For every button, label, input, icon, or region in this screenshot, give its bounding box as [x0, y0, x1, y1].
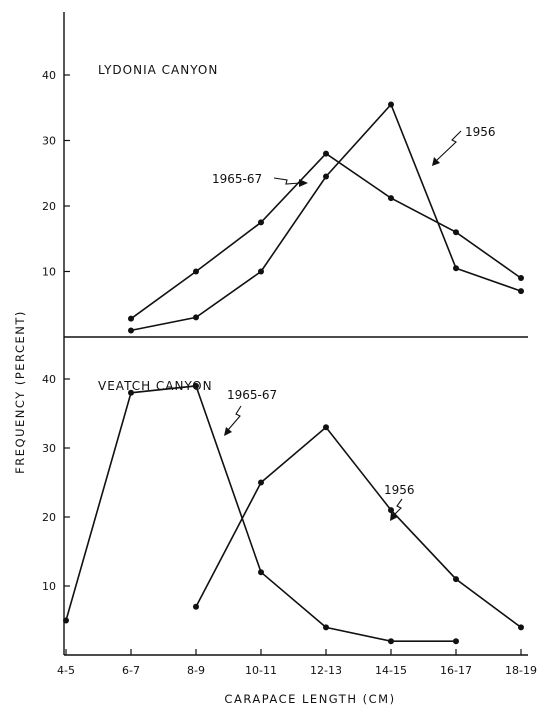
series-line-panel1-1956	[195, 426, 522, 629]
data-point	[453, 265, 459, 272]
data-point	[323, 173, 329, 180]
arrow-lydonia-1956	[436, 130, 462, 161]
y-axis-title: FREQUENCY (PERCENT)	[13, 310, 27, 474]
arrow-veatch-1956	[393, 498, 403, 516]
data-point	[323, 150, 329, 157]
data-point	[453, 638, 459, 645]
data-point	[128, 327, 134, 334]
x-tick-label: 8-9	[187, 664, 205, 677]
data-point	[323, 624, 329, 631]
annotation-lydonia-1965-67: 1965-67	[212, 172, 262, 186]
data-point	[453, 229, 459, 236]
data-point	[193, 603, 199, 610]
data-point	[453, 576, 459, 583]
series-layer	[63, 101, 524, 645]
data-point	[193, 382, 199, 389]
axes: 10 20 30 40 10 20 30 40 4-5 6-7 8-9 10-11 12-13 14-15…	[42, 12, 537, 677]
labels: LYDONIA CANYON VEATCH CANYON CARAPACE LE…	[13, 63, 496, 706]
data-point	[388, 101, 394, 108]
data-point	[193, 314, 199, 321]
annotation-veatch-1956: 1956	[384, 483, 415, 497]
annotation-veatch-1965-67: 1965-67	[227, 388, 277, 402]
data-point	[518, 624, 524, 631]
x-tick-label: 12-13	[310, 664, 342, 677]
data-point	[258, 268, 264, 275]
y-tick-label: 20	[42, 511, 56, 524]
data-point	[323, 424, 329, 431]
data-point	[128, 389, 134, 396]
data-point	[258, 219, 264, 226]
y-tick-label: 30	[42, 442, 56, 455]
y-tick-label: 40	[42, 373, 56, 386]
annotation-lydonia-1956: 1956	[465, 125, 496, 139]
x-tick-label: 4-5	[57, 664, 75, 677]
x-tick-label: 14-15	[375, 664, 407, 677]
data-point	[388, 195, 394, 202]
y-tick-label: 40	[42, 69, 56, 82]
x-axis-title: CARAPACE LENGTH (CM)	[224, 692, 395, 706]
arrow-lydonia-1965-67	[273, 177, 301, 185]
x-tick-label: 16-17	[440, 664, 472, 677]
y-tick-label: 20	[42, 200, 56, 213]
series-line-panel1-1965-67	[65, 385, 456, 643]
y-tick-label: 10	[42, 266, 56, 279]
data-point	[63, 617, 69, 624]
arrowhead-lydonia-1956	[432, 157, 440, 166]
annotation-arrows	[224, 130, 462, 521]
data-point	[518, 288, 524, 295]
series-line-panel0-1956	[130, 103, 522, 332]
data-point	[388, 638, 394, 645]
data-point	[258, 479, 264, 486]
panel-title-lydonia: LYDONIA CANYON	[98, 63, 218, 77]
x-tick-label: 10-11	[245, 664, 277, 677]
arrowhead-lydonia-1965-67	[299, 179, 308, 187]
arrow-veatch-1965-67	[227, 405, 242, 431]
x-tick-label: 18-19	[505, 664, 537, 677]
data-point	[518, 275, 524, 282]
x-tick-label: 6-7	[122, 664, 140, 677]
data-point	[388, 507, 394, 514]
arrowhead-veatch-1965-67	[224, 427, 232, 436]
y-tick-label: 30	[42, 135, 56, 148]
data-point	[128, 315, 134, 322]
data-point	[258, 569, 264, 576]
data-point	[193, 268, 199, 275]
arrowhead-veatch-1956	[390, 512, 398, 521]
panel-title-veatch: VEATCH CANYON	[98, 379, 213, 393]
y-tick-label: 10	[42, 580, 56, 593]
